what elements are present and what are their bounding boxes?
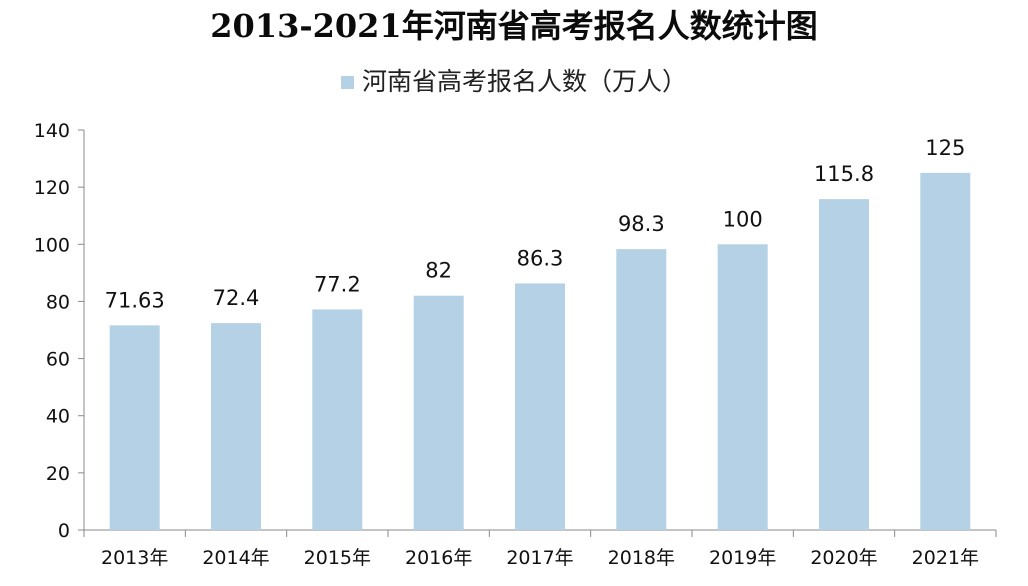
x-tick-label: 2018年	[608, 547, 675, 569]
x-tick-label: 2015年	[304, 547, 371, 569]
y-tick-label: 0	[58, 520, 70, 542]
data-label: 72.4	[213, 286, 260, 310]
data-label: 115.8	[814, 162, 874, 186]
y-tick-label: 60	[46, 349, 70, 371]
bar	[920, 172, 971, 530]
data-label: 77.2	[314, 272, 361, 296]
bar	[616, 249, 667, 530]
y-tick-label: 140	[34, 120, 70, 142]
x-tick-label: 2020年	[810, 547, 877, 569]
data-label: 82	[425, 259, 452, 283]
y-tick-label: 40	[46, 406, 70, 428]
x-tick-label: 2021年	[912, 547, 979, 569]
data-label: 71.63	[105, 288, 165, 312]
legend-label: 河南省高考报名人数（万人）	[361, 67, 687, 96]
x-tick-label: 2019年	[709, 547, 776, 569]
bar	[515, 283, 565, 530]
y-tick-label: 120	[34, 177, 70, 199]
bar	[819, 199, 869, 530]
bar	[109, 325, 160, 530]
y-tick-label: 100	[34, 234, 70, 256]
legend: 河南省高考报名人数（万人）	[0, 64, 1028, 100]
x-tick-label: 2017年	[506, 547, 573, 569]
chart-title: 2013-2021年河南省高考报名人数统计图	[210, 7, 818, 45]
x-tick-label: 2016年	[405, 547, 472, 569]
x-tick-label: 2014年	[202, 547, 269, 569]
data-label: 98.3	[618, 212, 665, 236]
bar	[413, 295, 464, 530]
data-label: 100	[723, 207, 763, 231]
data-label: 86.3	[517, 246, 564, 270]
legend-swatch	[340, 75, 354, 89]
data-label: 125	[925, 136, 965, 160]
bar	[717, 244, 768, 531]
x-tick-label: 2013年	[101, 547, 168, 569]
bar	[211, 323, 261, 530]
bar	[312, 309, 363, 530]
y-tick-label: 80	[46, 291, 70, 313]
y-tick-label: 20	[46, 463, 70, 485]
